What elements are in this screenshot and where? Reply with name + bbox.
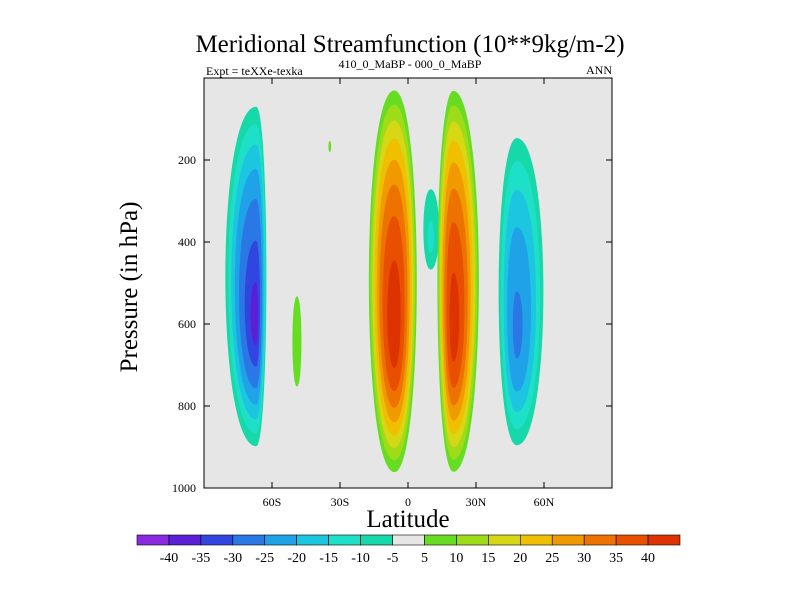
colorbar-label: 35 xyxy=(609,551,623,566)
x-axis-ticks: 60S 30S 0 30N 60N xyxy=(263,78,555,509)
period-label: 410_0_MaBP - 000_0_MaBP xyxy=(339,57,482,71)
southern-cell-band xyxy=(250,281,259,345)
colorbar-label: 15 xyxy=(481,551,495,566)
y-tick-label: 200 xyxy=(178,153,196,167)
y-tick-label: 600 xyxy=(178,317,196,331)
colorbar-label: -20 xyxy=(287,551,306,566)
y-axis-label: Pressure (in hPa) xyxy=(116,202,143,373)
colorbar-swatch xyxy=(200,534,234,546)
colorbar-label: 20 xyxy=(513,551,527,566)
colorbar-label: -5 xyxy=(387,551,399,566)
colorbar-label: 25 xyxy=(545,551,559,566)
colorbar-swatch xyxy=(615,534,649,546)
colorbar-label: -40 xyxy=(160,551,179,566)
colorbar-swatch xyxy=(136,534,170,546)
colorbar-swatch xyxy=(551,534,585,546)
colorbar-swatch xyxy=(456,534,489,546)
colorbar-swatch xyxy=(424,534,457,546)
x-tick-label: 30N xyxy=(466,495,487,509)
colorbar-label: -30 xyxy=(223,551,242,566)
chart-title: Meridional Streamfunction (10**9kg/m-2) xyxy=(195,31,624,58)
y-tick-label: 400 xyxy=(178,235,196,249)
northern-cell-band xyxy=(512,291,523,359)
x-tick-label: 60N xyxy=(534,495,555,509)
contour-layer xyxy=(222,90,547,473)
colorbar-label: -35 xyxy=(192,551,211,566)
colorbar-swatch xyxy=(328,534,361,546)
colorbar-label: 5 xyxy=(421,551,428,566)
upper-small-positive-band xyxy=(328,143,331,151)
colorbar-swatch xyxy=(360,534,393,546)
colorbar-swatch xyxy=(264,534,298,546)
colorbar-label: 40 xyxy=(641,551,655,566)
colorbar-swatch xyxy=(488,534,521,546)
colorbar-label: -10 xyxy=(351,551,370,566)
equatorial-negative-band xyxy=(427,220,435,254)
colorbar-label: 10 xyxy=(449,551,463,566)
x-axis-label: Latitude xyxy=(366,506,449,533)
colorbar-swatch xyxy=(647,534,681,546)
y-axis-ticks: 200 400 600 800 1000 xyxy=(172,153,612,495)
y-tick-label: 1000 xyxy=(172,481,196,495)
colorbar-swatch xyxy=(296,534,329,546)
southern-positive-band-band xyxy=(294,325,300,371)
x-tick-label: 0 xyxy=(405,495,411,509)
colorbar-swatch xyxy=(519,534,553,546)
x-tick-label: 60S xyxy=(263,495,282,509)
colorbar: -40 -35 -30 -25 -20 -15 -10 -5 5 10 15 20 25 30 35 40 xyxy=(136,534,681,566)
colorbar-swatch xyxy=(583,534,617,546)
colorbar-swatch xyxy=(392,534,425,546)
season-label: ANN xyxy=(586,63,612,77)
colorbar-swatch xyxy=(232,534,266,546)
x-tick-label: 30S xyxy=(331,495,350,509)
experiment-label: Expt = teXXe-texka xyxy=(206,64,303,78)
y-tick-label: 800 xyxy=(178,399,196,413)
colorbar-label: -15 xyxy=(319,551,338,566)
colorbar-label: -25 xyxy=(255,551,274,566)
southern-tropical-cell-band xyxy=(390,290,399,353)
colorbar-swatch xyxy=(168,534,202,546)
colorbar-label: 30 xyxy=(577,551,591,566)
northern-tropical-cell-band xyxy=(450,289,458,353)
